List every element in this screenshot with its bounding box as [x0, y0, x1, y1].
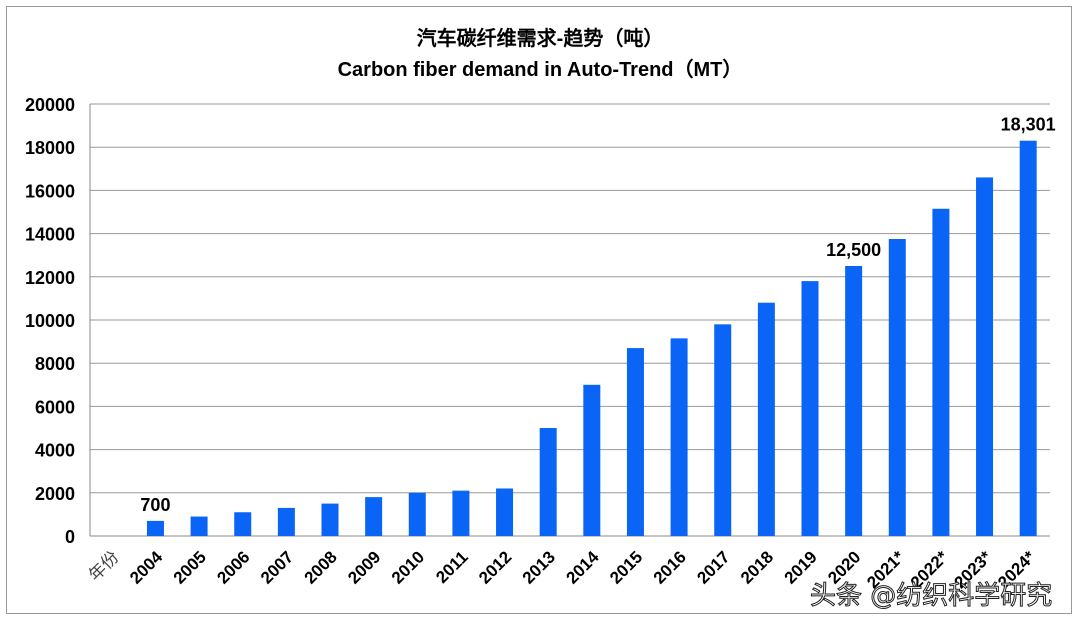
data-label: 12,500 [826, 240, 881, 260]
bar [234, 512, 252, 536]
bar [757, 302, 775, 536]
bar [1019, 140, 1037, 536]
x-tick-label: 2010 [388, 547, 428, 587]
y-tick-label: 10000 [25, 311, 75, 331]
x-tick-label: 2013 [519, 547, 559, 587]
chart-frame [6, 6, 1072, 614]
y-tick-label: 12000 [25, 268, 75, 288]
y-tick-label: 6000 [35, 397, 75, 417]
x-tick-label: 2006 [213, 547, 253, 587]
x-tick-label: 2012 [475, 547, 515, 587]
bar [714, 324, 732, 536]
x-tick-label: 2014 [562, 547, 603, 588]
bar [190, 516, 208, 536]
y-tick-label: 0 [65, 527, 75, 547]
y-tick-label: 18000 [25, 138, 75, 158]
x-tick-label: 2015 [606, 547, 646, 587]
bar [801, 281, 819, 536]
x-tick-label: 2005 [170, 547, 210, 587]
bar [670, 338, 688, 536]
bar [888, 239, 906, 536]
y-tick-label: 8000 [35, 354, 75, 374]
x-tick-label: 2016 [650, 547, 690, 587]
y-tick-label: 2000 [35, 484, 75, 504]
y-tick-label: 4000 [35, 441, 75, 461]
x-tick-label: 2009 [344, 547, 384, 587]
chart-subtitle: Carbon fiber demand in Auto-Trend（MT） [337, 59, 743, 81]
bar [539, 428, 557, 536]
bar [146, 520, 164, 536]
bar [845, 266, 863, 536]
x-tick-label: 2011 [432, 547, 472, 587]
x-axis-label: 年份 [85, 547, 122, 584]
watermark: 头条 @纺织科学研究 [809, 581, 1053, 612]
bar [365, 497, 383, 536]
bar [452, 490, 470, 536]
y-tick-label: 20000 [25, 95, 75, 115]
x-tick-label: 2017 [693, 547, 733, 587]
x-tick-label: 2008 [301, 547, 341, 587]
bar [932, 208, 950, 536]
y-tick-label: 16000 [25, 181, 75, 201]
data-label: 18,301 [1001, 115, 1056, 135]
data-label: 700 [140, 495, 170, 515]
bar [496, 488, 514, 536]
chart-title: 汽车碳纤维需求-趋势（吨） [416, 28, 664, 50]
x-tick-label: 2018 [737, 547, 777, 587]
y-tick-label: 14000 [25, 225, 75, 245]
bar [277, 507, 295, 536]
bar [976, 177, 994, 536]
bar [408, 492, 426, 536]
bar [583, 384, 601, 536]
x-tick-label: 2004 [126, 547, 167, 588]
bar [626, 348, 644, 536]
x-tick-label: 2007 [257, 547, 297, 587]
bar [321, 503, 339, 536]
